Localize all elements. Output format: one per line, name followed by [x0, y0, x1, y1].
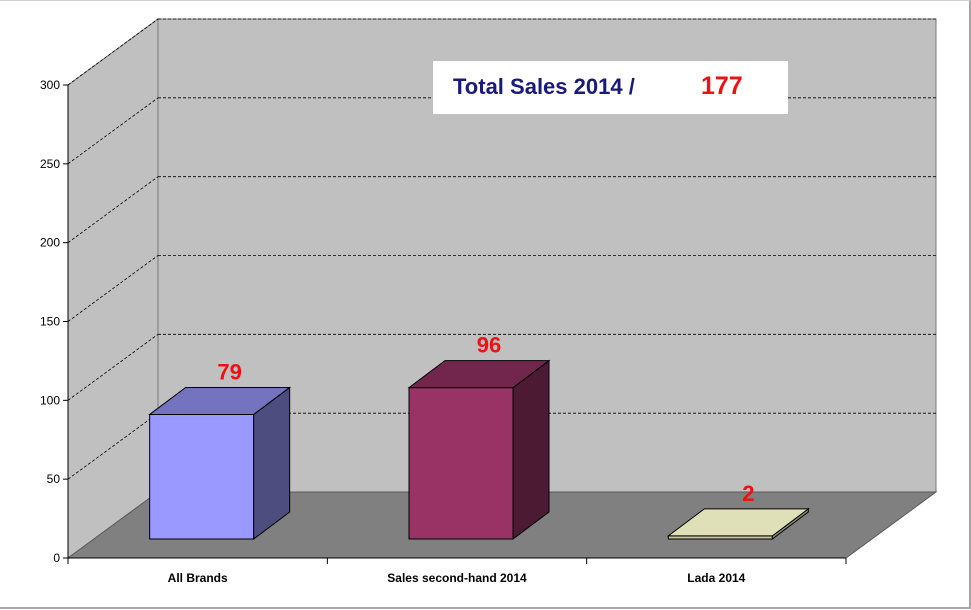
gridline-side-300 — [67, 18, 159, 86]
gridline-side-200 — [67, 176, 159, 243]
total-sales-box: Total Sales 2014 / 177 — [433, 61, 788, 114]
bar-side — [512, 359, 550, 540]
total-sales-value: 177 — [701, 72, 743, 100]
y-tick-label: 300 — [40, 78, 60, 92]
bar-front — [149, 413, 255, 540]
data-label: 96 — [477, 333, 501, 358]
y-tick-label: 100 — [40, 393, 60, 407]
x-tick-label: Sales second-hand 2014 — [387, 571, 527, 585]
bar-1 — [148, 386, 292, 541]
gridline-side-250 — [67, 97, 159, 165]
y-tick-label: 50 — [47, 472, 61, 486]
bars — [148, 359, 810, 541]
y-tick-label: 200 — [40, 236, 60, 250]
grid-lines — [67, 18, 936, 480]
bar-top — [666, 508, 810, 537]
data-label: 2 — [742, 481, 754, 506]
data-labels: 79 96 2 — [217, 333, 754, 506]
y-tick-label: 250 — [40, 157, 60, 171]
bar-top — [407, 360, 551, 389]
x-axis: All Brands Sales second-hand 2014 Lada 201… — [67, 557, 847, 585]
y-axis: 0 50 100 150 200 250 300 — [40, 78, 69, 565]
gridline-side-150 — [67, 255, 159, 322]
bar-front — [408, 387, 514, 540]
gridline-side-100 — [67, 334, 159, 401]
total-sales-label: Total Sales 2014 / — [453, 74, 635, 99]
y-tick-label: 0 — [53, 551, 60, 565]
bar-3 — [666, 507, 810, 540]
x-tick-label: Lada 2014 — [687, 571, 745, 585]
bar-2 — [407, 359, 551, 540]
y-tick-label: 150 — [40, 315, 60, 329]
gridline-side-50 — [67, 412, 159, 480]
x-tick-label: All Brands — [168, 571, 228, 585]
data-label: 79 — [217, 359, 241, 384]
bar-top — [148, 386, 292, 415]
